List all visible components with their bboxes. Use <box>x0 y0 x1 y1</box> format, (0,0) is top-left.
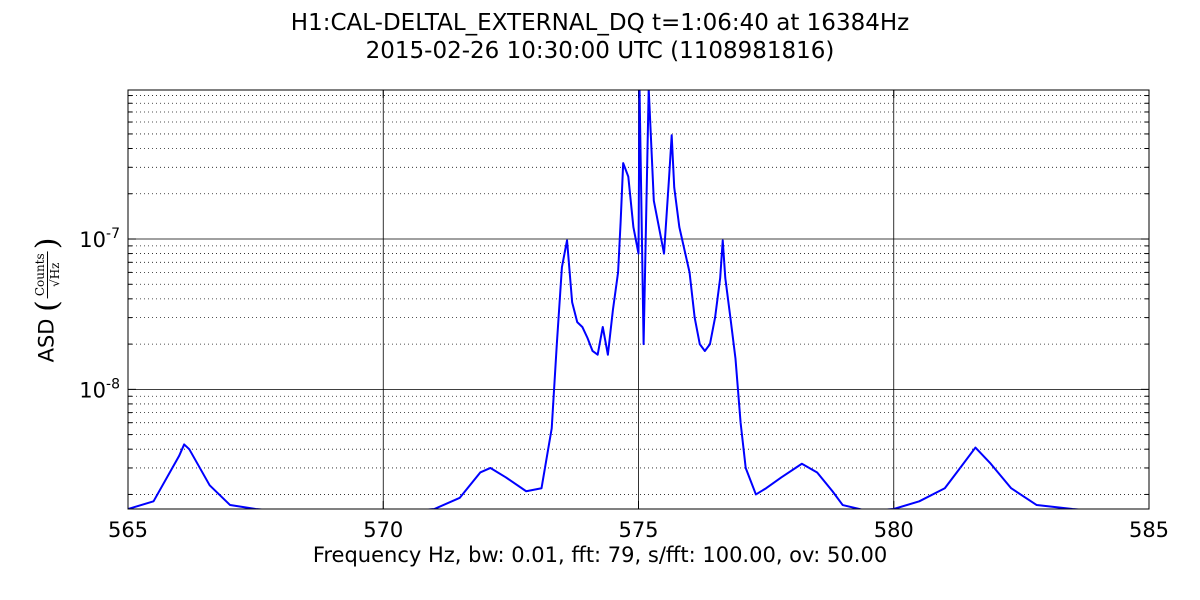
y-axis-label-text: ASD <box>34 318 59 363</box>
x-tick-label: 575 <box>618 518 658 542</box>
x-tick-label: 565 <box>108 518 148 542</box>
y-tick-label: 10-7 <box>79 226 120 252</box>
x-tick-label: 570 <box>363 518 403 542</box>
series-layer <box>128 90 1085 509</box>
chart-title-line1: H1:CAL-DELTAL_EXTERNAL_DQ t=1:06:40 at 1… <box>290 10 910 36</box>
chart-title-line2: 2015-02-26 10:30:00 UTC (1108981816) <box>365 38 835 64</box>
tick-labels: 10-8 10-7 565 570 575 580 585 <box>79 226 1169 542</box>
y-axis-label: ASD (Counts √Hz) <box>30 237 65 363</box>
axis-ticks <box>127 90 1150 509</box>
series-line <box>128 90 1085 509</box>
x-tick-label: 580 <box>874 518 914 542</box>
plot-frame <box>127 89 1150 510</box>
x-tick-label: 585 <box>1129 518 1169 542</box>
x-axis-label: Frequency Hz, bw: 0.01, fft: 79, s/fft: … <box>312 543 888 567</box>
y-axis-unit: Counts √Hz <box>33 251 62 299</box>
y-tick-label: 10-8 <box>79 376 120 402</box>
grid-lines <box>128 90 1149 509</box>
